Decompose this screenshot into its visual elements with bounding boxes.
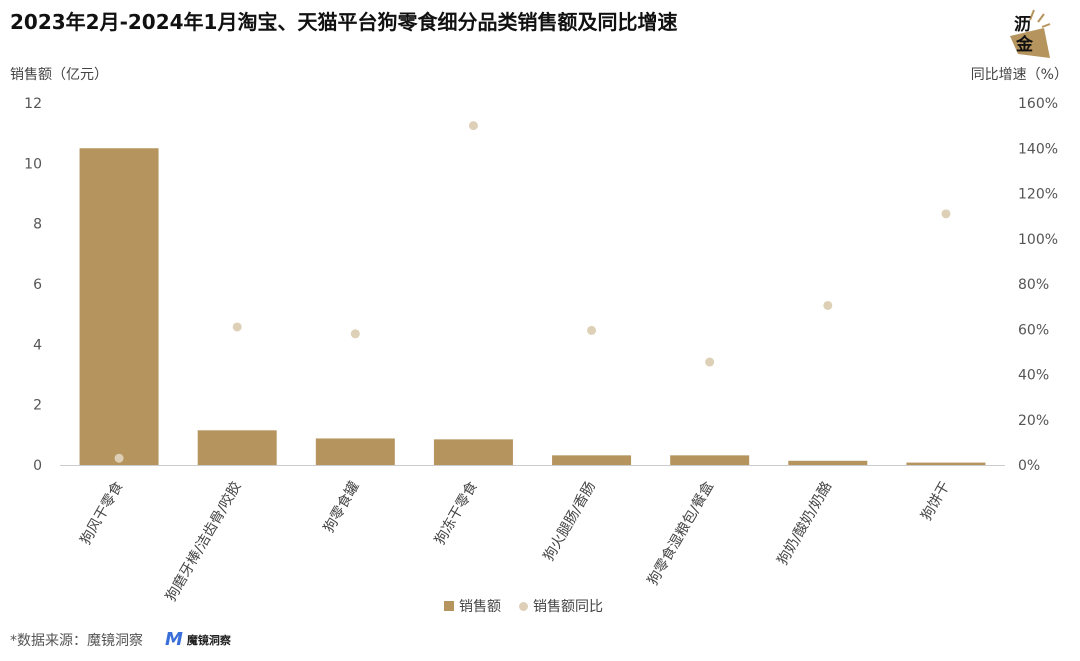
right-tick-label: 20% [1018, 413, 1049, 429]
category-label: 狗风干零食 [77, 479, 127, 548]
legend-swatch-yoy [519, 601, 528, 611]
right-tick-label: 100% [1018, 232, 1058, 248]
right-tick-label: 160% [1018, 96, 1058, 112]
bar [197, 430, 277, 465]
left-tick-label: 0 [33, 458, 42, 474]
left-tick-label: 8 [33, 217, 42, 233]
right-tick-label: 0% [1018, 458, 1040, 474]
left-tick-label: 10 [24, 156, 42, 172]
category-label: 狗磨牙棒/洁齿骨/咬胶 [162, 479, 244, 605]
category-label: 狗奶/酸奶/奶酪 [775, 479, 836, 568]
yoy-point [587, 325, 597, 335]
yoy-point [941, 209, 951, 219]
chart-title: 2023年2月-2024年1月淘宝、天猫平台狗零食细分品类销售额及同比增速 [10, 10, 678, 34]
yoy-point [823, 300, 833, 310]
bar [788, 460, 868, 465]
bar [552, 455, 632, 465]
right-tick-label: 140% [1018, 141, 1058, 157]
bar [315, 438, 395, 465]
logo-mark-icon [1010, 9, 1051, 58]
legend: 销售额 销售额同比 [444, 596, 603, 616]
bar [906, 462, 986, 465]
category-label: 狗冻干零食 [431, 479, 481, 548]
legend-swatch-sales [444, 601, 454, 611]
logo-text-1: 沥 [1014, 15, 1031, 35]
yoy-point [705, 357, 715, 367]
yoy-point [232, 322, 242, 332]
right-tick-label: 60% [1018, 322, 1049, 338]
legend-label-sales: 销售额 [459, 599, 501, 615]
yoy-point [350, 329, 360, 339]
yoy-point [468, 121, 478, 131]
left-tick-label: 2 [33, 398, 42, 414]
yoy-point [114, 453, 124, 463]
category-label: 狗火腿肠/香肠 [541, 479, 599, 564]
bar [670, 455, 750, 465]
right-tick-label: 80% [1018, 277, 1049, 293]
brand-name: 魔镜洞察 [186, 633, 231, 647]
legend-label-yoy: 销售额同比 [533, 599, 603, 615]
left-axis-title: 销售额（亿元） [10, 67, 108, 83]
left-tick-label: 4 [33, 337, 42, 353]
right-tick-label: 120% [1018, 187, 1058, 203]
bar [79, 148, 159, 465]
footer: *数据来源：魔镜洞察 M 魔镜洞察 [10, 629, 231, 650]
right-axis-title: 同比增速（%） [970, 67, 1068, 83]
brand-logo: 沥 金 [1004, 6, 1054, 58]
left-tick-label: 6 [33, 277, 42, 293]
left-tick-label: 12 [24, 96, 42, 112]
footer-brand: M 魔镜洞察 [165, 629, 231, 650]
category-label: 狗饼干 [919, 479, 954, 523]
bar [433, 439, 513, 465]
right-tick-label: 40% [1018, 368, 1049, 384]
source-note: *数据来源：魔镜洞察 [10, 632, 143, 649]
logo-text-2: 金 [1016, 35, 1033, 55]
brand-m-icon: M [165, 629, 183, 650]
category-label: 狗零食湿粮包/餐盒 [644, 479, 717, 589]
category-label: 狗零食罐 [320, 479, 363, 536]
